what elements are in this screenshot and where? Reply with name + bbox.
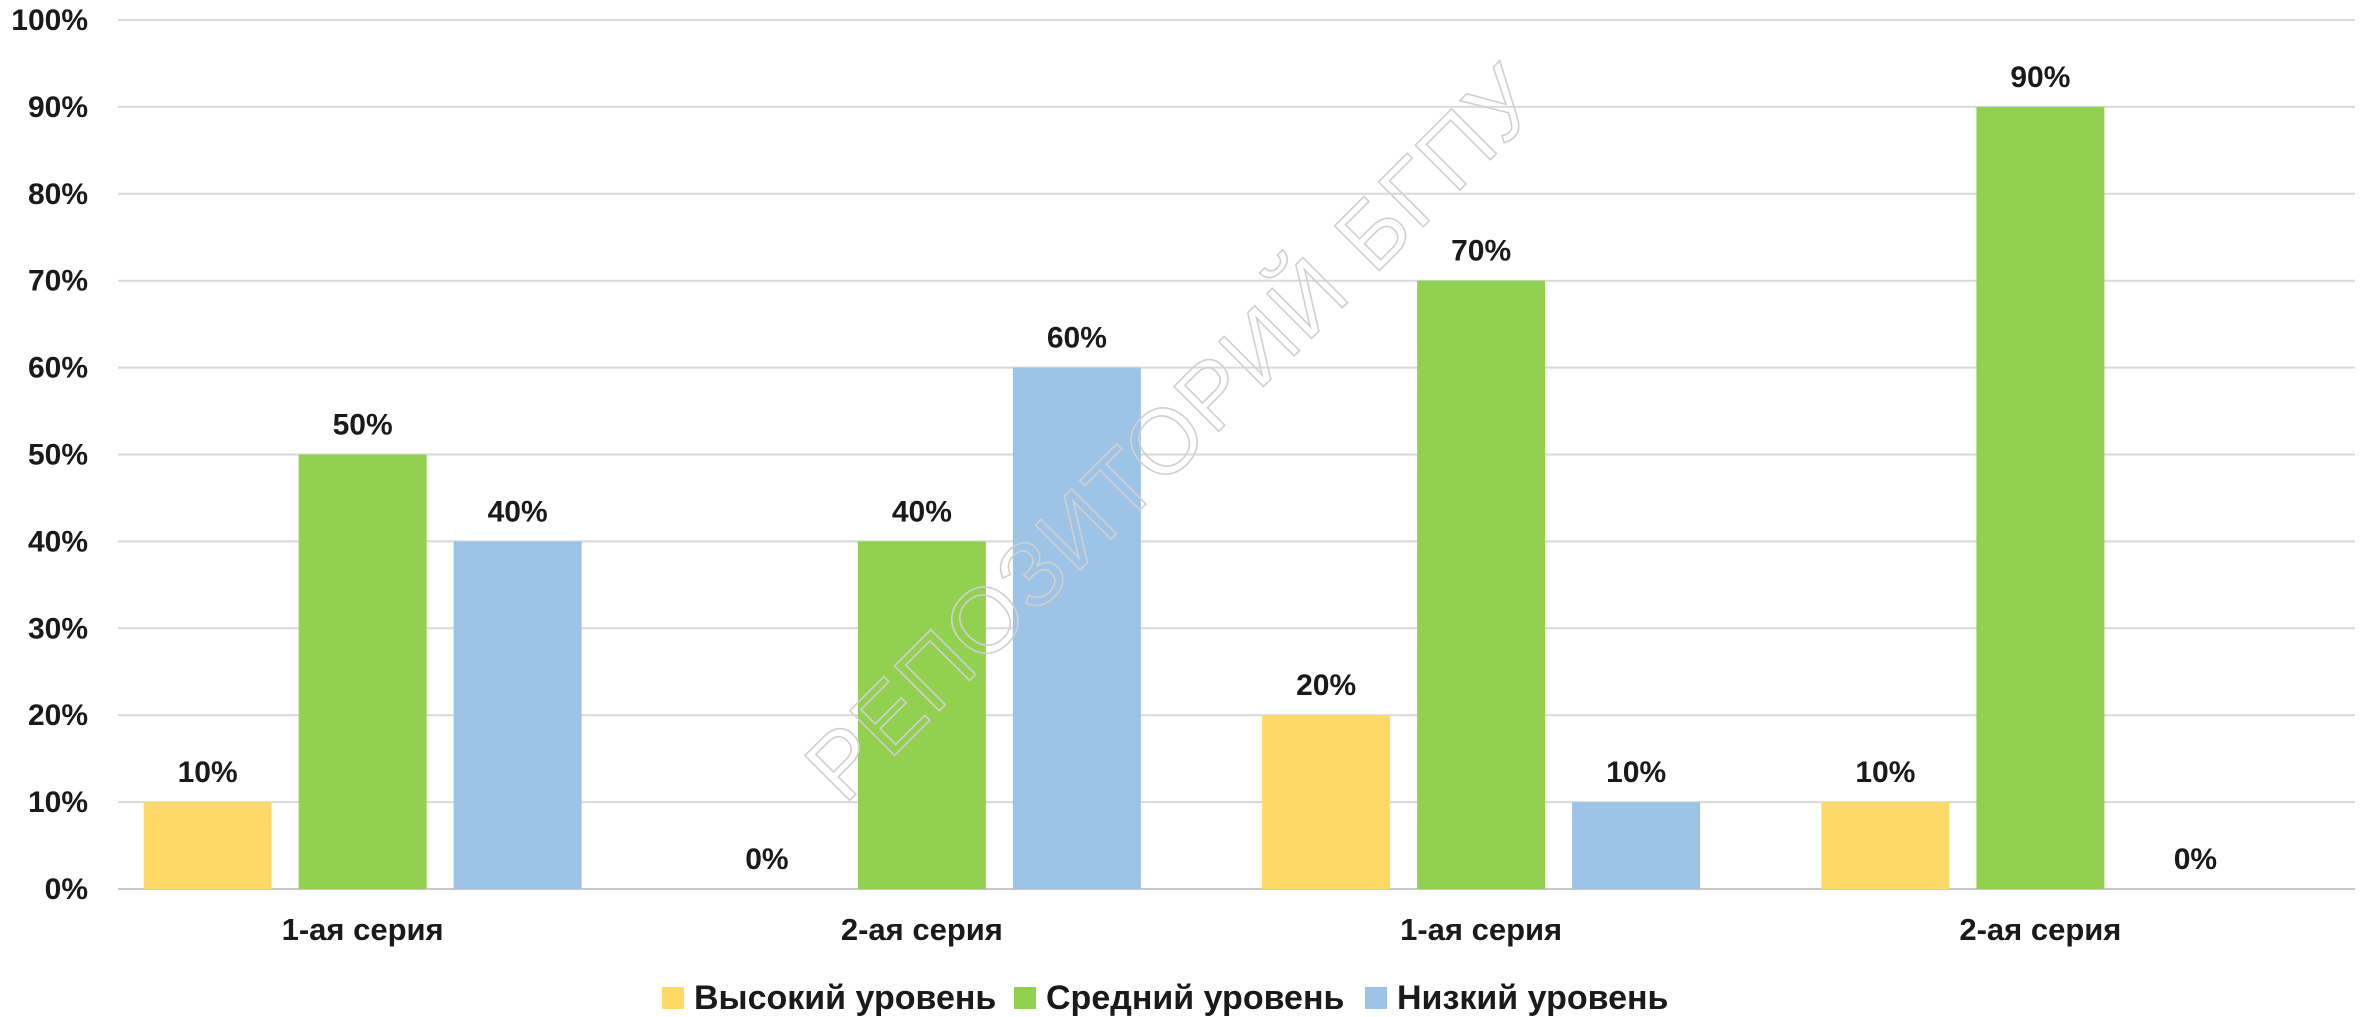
y-tick-label: 10%	[28, 786, 88, 819]
legend-swatch	[1365, 987, 1387, 1009]
y-tick-label: 70%	[28, 265, 88, 298]
y-tick-label: 100%	[11, 4, 88, 37]
data-label: 60%	[1047, 322, 1107, 355]
data-label: 50%	[333, 409, 393, 442]
data-label: 10%	[1855, 756, 1915, 789]
data-label: 70%	[1451, 235, 1511, 268]
category-label: 2-ая серия	[841, 912, 1003, 947]
legend-swatch	[1014, 987, 1036, 1009]
y-tick-label: 20%	[28, 699, 88, 732]
category-label: 1-ая серия	[1400, 912, 1562, 947]
legend-label: Низкий уровень	[1397, 979, 1668, 1017]
bar	[1976, 107, 2104, 889]
data-label: 0%	[2174, 843, 2217, 876]
x-axis-categories: 1-ая серия 2-ая серия 1-ая серия 2-ая серия	[282, 912, 2122, 947]
category-label: 1-ая серия	[282, 912, 444, 947]
legend: Высокий уровень Средний уровень Низкий уро…	[662, 979, 1668, 1017]
data-label: 40%	[488, 495, 548, 528]
bar	[1262, 715, 1390, 889]
data-label: 0%	[745, 843, 788, 876]
y-tick-label: 0%	[45, 873, 88, 906]
bar	[454, 541, 582, 889]
y-axis-ticks: 0% 10% 20% 30% 40% 50% 60% 70% 80% 90% 100%	[11, 4, 88, 906]
y-tick-label: 80%	[28, 178, 88, 211]
bar	[1821, 802, 1949, 889]
data-label: 10%	[178, 756, 238, 789]
bar	[299, 455, 427, 890]
data-label: 10%	[1606, 756, 1666, 789]
bar	[1572, 802, 1700, 889]
data-label: 20%	[1296, 669, 1356, 702]
category-label: 2-ая серия	[1959, 912, 2121, 947]
y-tick-label: 60%	[28, 352, 88, 385]
data-label: 90%	[2010, 61, 2070, 94]
y-tick-label: 40%	[28, 525, 88, 558]
bar	[1417, 281, 1545, 889]
data-label: 40%	[892, 495, 952, 528]
legend-swatch	[662, 987, 684, 1009]
bar	[144, 802, 272, 889]
y-tick-label: 50%	[28, 439, 88, 472]
legend-label: Средний уровень	[1046, 979, 1344, 1017]
y-tick-label: 90%	[28, 91, 88, 124]
legend-label: Высокий уровень	[694, 979, 996, 1017]
y-tick-label: 30%	[28, 612, 88, 645]
